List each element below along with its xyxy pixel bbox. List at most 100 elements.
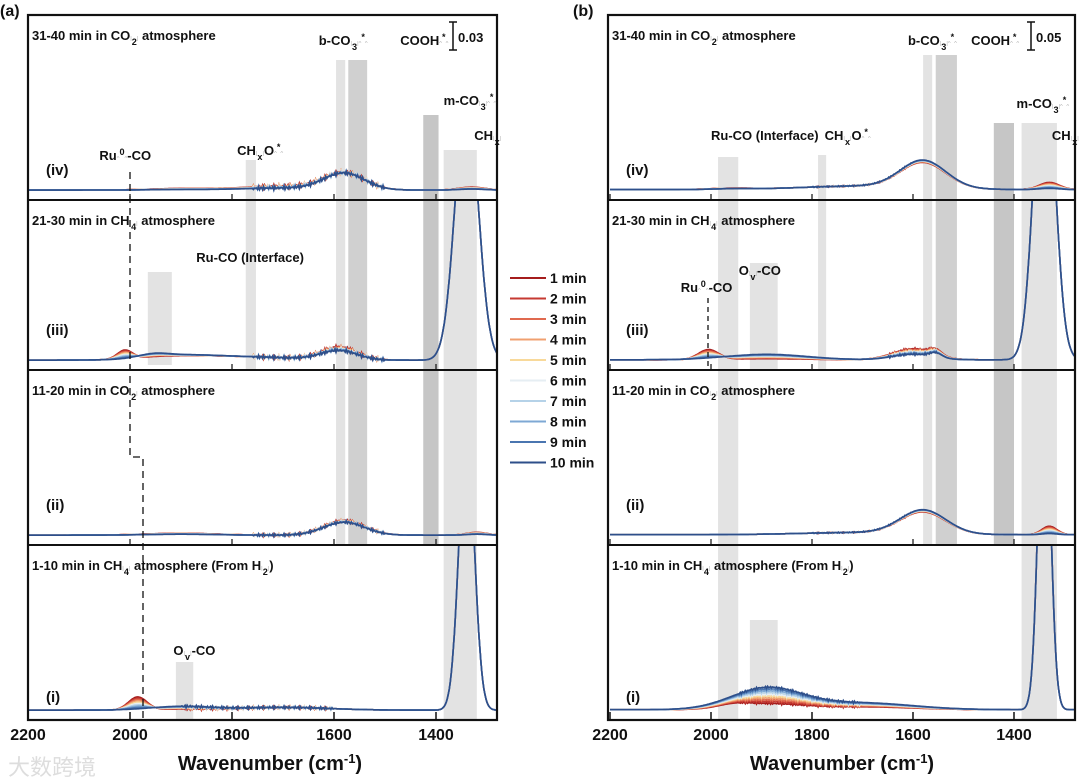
- series-line-10min: [610, 200, 1075, 361]
- annotation-label: m-CO|3|^*^: [1017, 95, 1070, 115]
- x-tick-label: 2000: [693, 727, 729, 744]
- annotation-label: Ru-CO (Interface): [711, 128, 819, 143]
- subplot-tag: (ii): [46, 497, 64, 514]
- series-line-10min: [28, 519, 497, 539]
- annotation-label: CH|x|O^*^: [237, 142, 283, 162]
- x-tick-label: 2200: [592, 727, 628, 744]
- ru0-co-guide-line: [129, 172, 144, 720]
- series-line-10min: [28, 545, 497, 712]
- subplot-tag: (ii): [626, 497, 644, 514]
- legend-label: 9 min: [550, 434, 587, 450]
- subplot-tag: (iii): [46, 322, 69, 339]
- annotation-band: [749, 263, 778, 370]
- legend-label: 2 min: [550, 291, 587, 307]
- legend-label: 7 min: [550, 393, 587, 409]
- x-tick-label: 1600: [895, 727, 931, 744]
- panel-label: (a): [0, 3, 20, 20]
- subplot-title: 1-10 min in CH|4| atmosphere (From H|2|): [612, 558, 854, 577]
- legend-label: 4 min: [550, 332, 587, 348]
- subplot-labels: 1-10 min in CH|4| atmosphere (From H|2|)…: [612, 558, 854, 706]
- subplot-title: 21-30 min in CH|4| atmosphere: [612, 213, 795, 232]
- subplot-labels: 21-30 min in CH|4| atmosphere (iii): [612, 213, 795, 339]
- annotation-label: O|v|-CO: [739, 263, 781, 282]
- subplot-ii: [28, 517, 497, 539]
- chart-panel-a: 31-40 min in CO|2| atmosphere (iv) 21-30 m…: [10, 13, 501, 776]
- x-tick-label: 2000: [112, 727, 148, 744]
- subplot-title: 31-40 min in CO|2| atmosphere: [612, 28, 796, 47]
- subplot-iii: [28, 200, 497, 364]
- annotation-label: CH|x|O^*^: [825, 127, 871, 147]
- annotation-label: Ru^0^-CO: [99, 147, 151, 163]
- subplot-title: 21-30 min in CH|4| atmosphere: [32, 213, 215, 232]
- subplot-tag: (iii): [626, 322, 649, 339]
- x-tick-label: 1400: [996, 727, 1032, 744]
- subplot-tag: (i): [626, 689, 640, 706]
- annotation-band: [1021, 123, 1057, 720]
- annotation-label: O|v|-CO: [173, 643, 215, 662]
- subplot-iv: [28, 167, 497, 193]
- x-tick-label: 1800: [214, 727, 250, 744]
- annotation-label: COOH^*^: [971, 32, 1019, 48]
- annotation-band: [923, 55, 933, 545]
- watermark: 大数跨境: [8, 755, 96, 779]
- legend-label: 1 min: [550, 270, 587, 286]
- annotation-band: [935, 55, 957, 545]
- annotation-band: [245, 160, 256, 370]
- subplot-labels: 21-30 min in CH|4| atmosphere (iii): [32, 213, 215, 339]
- x-tick-label: 1600: [316, 727, 352, 744]
- x-tick-label: 1400: [418, 727, 454, 744]
- legend-label: 3 min: [550, 311, 587, 327]
- subplot-labels: 1-10 min in CH|4| atmosphere (From H|2|)…: [32, 558, 274, 706]
- series-line-10min: [610, 545, 1075, 711]
- subplot-i: [610, 545, 1075, 711]
- legend-label: 5 min: [550, 352, 587, 368]
- x-tick-label: 2200: [10, 727, 46, 744]
- subplot-tag: (i): [46, 689, 60, 706]
- x-axis-label: Wavenumber (cm-1): [750, 751, 934, 776]
- annotation-label: Ru^0^-CO: [681, 279, 733, 295]
- annotation-label: b-CO|3|^*^: [908, 32, 957, 52]
- annotation-label: CH|x|: [1052, 128, 1079, 147]
- annotation-band: [348, 60, 368, 545]
- subplot-title: 31-40 min in CO|2| atmosphere: [32, 28, 216, 47]
- annotation-band: [818, 155, 827, 370]
- subplot-iii: [610, 200, 1075, 361]
- subplot-iv: [610, 159, 1075, 191]
- plot-frame: [606, 13, 1077, 722]
- subplot-labels: 31-40 min in CO|2| atmosphere (iv): [32, 28, 216, 179]
- legend-label: 8 min: [550, 414, 587, 430]
- x-tick-label: 1800: [794, 727, 830, 744]
- annotation-label: CH|x|: [474, 128, 501, 147]
- legend: 1 min 2 min 3 min 4 min 5 min 6 min 7 min 8 min…: [510, 270, 594, 471]
- subplot-labels: 11-20 min in CO|2| atmosphere (ii): [32, 383, 215, 514]
- series-line-10min: [610, 159, 1075, 191]
- series-line-10min: [28, 168, 497, 193]
- subplot-title: 11-20 min in CO|2| atmosphere: [612, 383, 795, 402]
- subplot-ii: [610, 508, 1075, 536]
- subplot-labels: 31-40 min in CO|2| atmosphere (iv): [612, 28, 796, 179]
- panel-label: (b): [573, 3, 593, 20]
- annotation-band: [718, 157, 739, 720]
- annotation-label: COOH^*^: [400, 32, 448, 48]
- chart-panel-b: 31-40 min in CO|2| atmosphere (iv) 21-30 m…: [592, 13, 1079, 776]
- annotation-band: [993, 123, 1014, 545]
- subplot-tag: (iv): [46, 162, 69, 179]
- series-line-10min: [28, 200, 497, 363]
- scale-bar-label: 0.05: [1036, 30, 1061, 45]
- annotation-label: m-CO|3|^*^: [444, 92, 497, 112]
- legend-label: 10 min: [550, 455, 594, 471]
- annotation-band: [336, 60, 346, 545]
- series-line-10min: [610, 508, 1075, 536]
- annotation-band: [175, 662, 194, 720]
- subplot-title: 11-20 min in CO|2| atmosphere: [32, 383, 215, 402]
- subplot-i: [28, 545, 497, 713]
- annotation-band: [423, 115, 439, 545]
- subplot-labels: 11-20 min in CO|2| atmosphere (ii): [612, 383, 795, 514]
- subplot-tag: (iv): [626, 162, 649, 179]
- x-axis-label: Wavenumber (cm-1): [178, 751, 362, 776]
- scale-bar-label: 0.03: [458, 30, 483, 45]
- legend-label: 6 min: [550, 373, 587, 389]
- annotation-label: Ru-CO (Interface): [196, 250, 304, 265]
- subplot-title: 1-10 min in CH|4| atmosphere (From H|2|): [32, 558, 274, 577]
